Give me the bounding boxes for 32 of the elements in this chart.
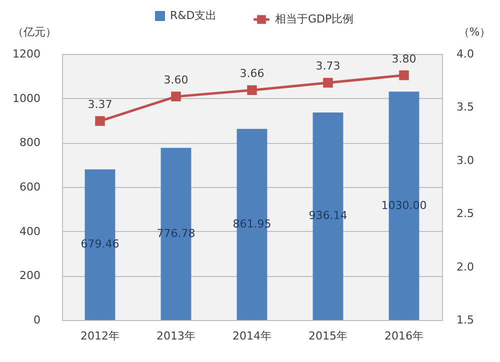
y-axis-title: （亿元） [12, 26, 56, 38]
y2-tick-label: 3.0 [456, 154, 474, 167]
x-tick-label: 2013年 [156, 330, 196, 342]
legend-label: R&D支出 [170, 9, 217, 22]
data-label: 3.73 [316, 60, 340, 73]
y-tick-label: 600 [20, 180, 40, 194]
data-label: 3.37 [88, 98, 112, 112]
point [323, 78, 333, 88]
point [399, 70, 409, 80]
y-tick-label: 1200 [12, 48, 40, 60]
y-tick-label: 0 [34, 314, 40, 326]
y2-axis-title: （%） [458, 26, 491, 38]
x-tick-label: 2016年 [384, 330, 424, 342]
point [171, 92, 181, 102]
data-label: 3.60 [164, 74, 188, 87]
y-tick-label: 200 [20, 269, 40, 282]
y2-tick-label: 2.0 [456, 260, 474, 274]
x-tick-label: 2012年 [80, 330, 120, 342]
y-tick-label: 1000 [12, 92, 40, 105]
y2-tick-label: 3.5 [456, 100, 474, 114]
point [95, 116, 105, 126]
data-label: 3.66 [240, 67, 264, 80]
y-tick-label: 400 [20, 224, 40, 238]
x-tick-label: 2014年 [232, 330, 272, 342]
y2-tick-label: 1.5 [456, 314, 474, 326]
y-tick-label: 800 [20, 136, 40, 150]
data-label: 3.80 [392, 52, 416, 66]
x-tick-label: 2015年 [308, 330, 348, 342]
y2-tick-label: 4.0 [456, 48, 474, 60]
legend-label: 相当于GDP比例 [275, 12, 354, 26]
y2-tick-label: 2.5 [456, 207, 474, 220]
point [247, 85, 257, 96]
